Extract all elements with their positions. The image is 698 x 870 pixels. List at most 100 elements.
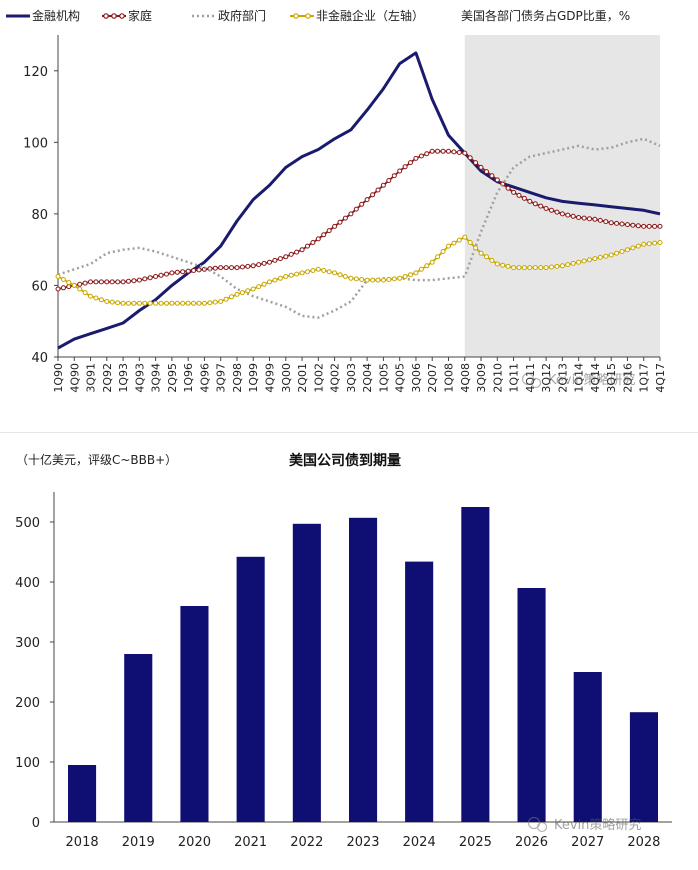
series-marker-1 <box>521 195 527 201</box>
series-marker-3 <box>218 299 224 304</box>
series-marker-3 <box>446 243 451 249</box>
series-marker-3 <box>494 261 500 267</box>
series-marker-1 <box>218 265 224 271</box>
series-marker-1 <box>294 249 300 255</box>
series-marker-1 <box>484 169 489 175</box>
series-marker-3 <box>652 240 658 246</box>
x-tick-label: 3Q06 <box>410 363 423 393</box>
x-tick-label: 2Q92 <box>101 363 114 393</box>
series-marker-3 <box>364 277 370 283</box>
series-marker-3 <box>98 297 104 303</box>
series-marker-3 <box>408 272 413 278</box>
series-marker-3 <box>185 300 191 306</box>
legend-label-household: 家庭 <box>128 8 152 23</box>
x-tick-label: 4Q08 <box>459 363 472 393</box>
series-marker-1 <box>462 150 468 156</box>
series-marker-1 <box>98 279 104 285</box>
bar-2021 <box>236 556 265 822</box>
bar-2025 <box>461 507 490 822</box>
series-marker-1 <box>315 236 321 242</box>
series-marker-1 <box>93 279 99 285</box>
series-marker-1 <box>418 153 424 159</box>
series-marker-3 <box>88 293 93 299</box>
x-tick-label: 4Q96 <box>198 363 211 393</box>
bar-2024 <box>405 561 434 822</box>
series-marker-3 <box>505 263 511 269</box>
series-marker-3 <box>294 271 300 277</box>
series-marker-3 <box>153 300 159 306</box>
x-tick-label: 2Q16 <box>621 363 634 393</box>
bar-x-tick-label: 2026 <box>515 835 548 850</box>
series-marker-3 <box>353 276 359 282</box>
bar-y-tick-label: 300 <box>15 636 40 651</box>
series-marker-3 <box>55 274 61 279</box>
x-tick-label: 1Q93 <box>117 363 130 393</box>
series-marker-3 <box>256 284 262 290</box>
series-marker-1 <box>147 275 153 281</box>
series-marker-1 <box>256 262 262 268</box>
series-marker-3 <box>93 295 99 301</box>
series-marker-1 <box>413 155 419 161</box>
series-marker-3 <box>321 268 327 273</box>
series-marker-1 <box>169 270 175 276</box>
bar-2022 <box>292 523 321 822</box>
series-marker-1 <box>229 265 234 271</box>
post-crisis-shaded-region <box>464 35 660 357</box>
series-marker-1 <box>310 240 316 245</box>
bar-x-tick-label: 2024 <box>403 835 436 850</box>
series-marker-1 <box>429 148 435 154</box>
bar-chart-bars: 2018 2019 2020 2021 2022 2023 2024 2025 2026 2027… <box>66 507 660 850</box>
top-chart-axes: 40 60 80 100 120 <box>23 35 660 366</box>
series-marker-3 <box>245 288 251 294</box>
bar-y-tick-label: 0 <box>32 816 40 831</box>
series-marker-3 <box>120 300 126 306</box>
series-marker-1 <box>131 278 137 284</box>
series-marker-3 <box>587 257 592 263</box>
series-marker-3 <box>250 286 256 292</box>
series-marker-1 <box>391 173 397 179</box>
series-marker-3 <box>391 276 397 282</box>
series-marker-1 <box>332 223 338 229</box>
series-marker-1 <box>549 207 554 213</box>
series-marker-1 <box>142 276 148 282</box>
bar-x-tick-label: 2018 <box>66 835 99 850</box>
legend-label-financial: 金融机构 <box>32 8 80 23</box>
x-tick-label: 1Q02 <box>312 363 325 393</box>
legend-item-nonfinancial: 非金融企业（左轴） <box>290 8 424 23</box>
series-marker-1 <box>77 281 83 287</box>
series-line-3 <box>57 236 661 305</box>
series-marker-1 <box>494 177 500 183</box>
series-marker-3 <box>435 254 441 260</box>
x-tick-label: 3Q09 <box>475 363 488 393</box>
series-marker-1 <box>424 151 430 157</box>
series-marker-1 <box>527 198 533 204</box>
series-marker-3 <box>603 253 609 259</box>
series-marker-1 <box>554 209 560 215</box>
bar-chart-axes: 0 100 200 300 400 500 <box>15 492 672 831</box>
series-marker-3 <box>201 300 207 306</box>
x-tick-label: 1Q11 <box>508 363 521 393</box>
series-marker-3 <box>342 274 348 279</box>
series-marker-3 <box>451 240 457 246</box>
series-marker-1 <box>565 212 571 218</box>
series-marker-3 <box>456 237 462 243</box>
series-marker-3 <box>288 272 294 278</box>
series-marker-1 <box>250 263 256 269</box>
series-marker-1 <box>597 217 603 223</box>
x-tick-label: 1Q14 <box>573 363 586 393</box>
panel-divider <box>0 432 698 433</box>
x-tick-label: 3Q12 <box>540 363 553 393</box>
bar-x-tick-label: 2019 <box>122 835 155 850</box>
series-marker-1 <box>608 220 614 226</box>
x-tick-label: 2Q98 <box>231 363 244 393</box>
series-marker-3 <box>630 245 636 251</box>
series-line-2 <box>57 137 661 319</box>
series-marker-1 <box>570 213 576 219</box>
legend-label-government: 政府部门 <box>218 8 266 23</box>
x-tick-label: 2Q04 <box>361 363 374 393</box>
series-marker-1 <box>511 189 517 195</box>
series-marker-1 <box>109 279 115 285</box>
series-marker-3 <box>592 256 598 262</box>
series-marker-3 <box>375 277 381 283</box>
series-marker-1 <box>576 215 582 220</box>
